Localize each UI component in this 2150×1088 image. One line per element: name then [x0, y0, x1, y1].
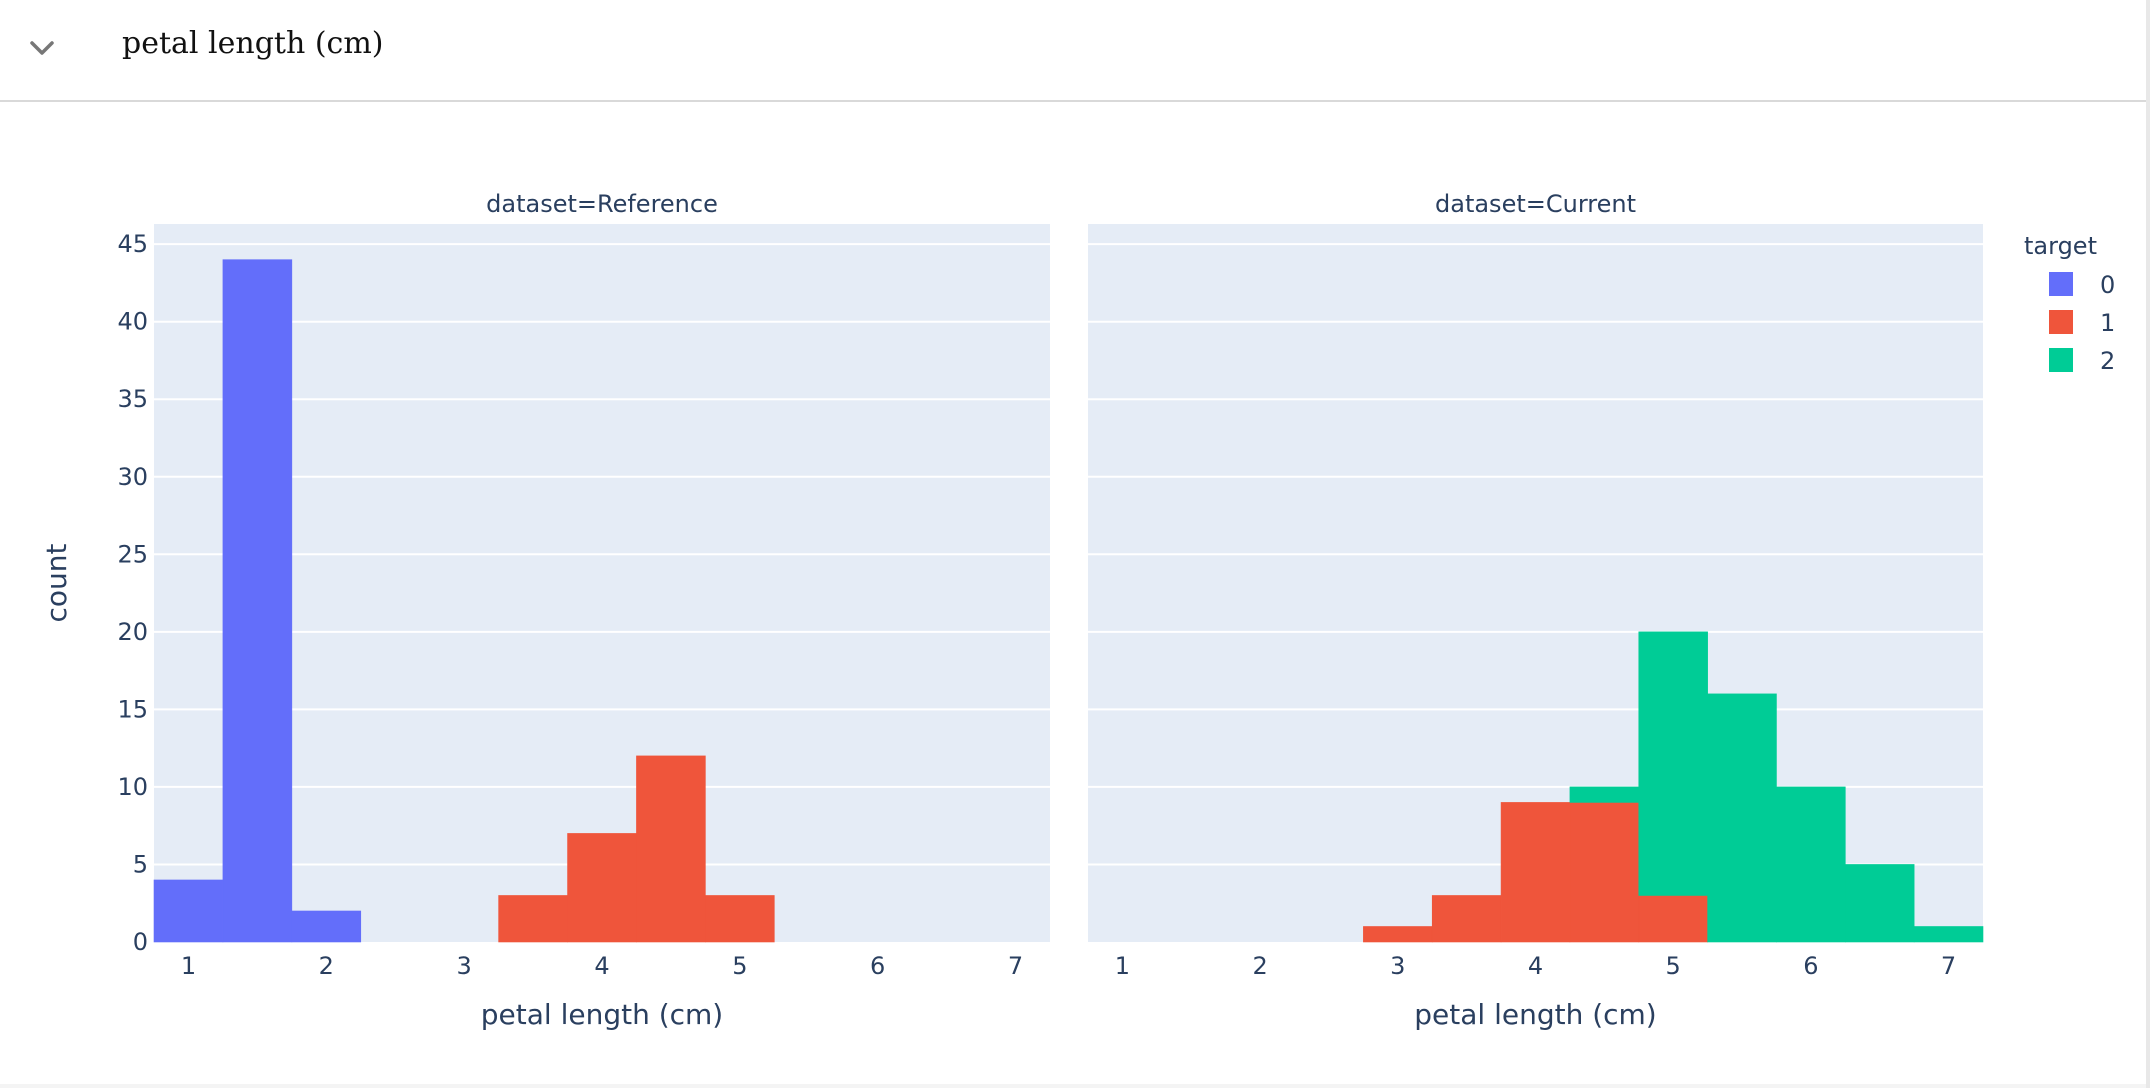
y-tick-label: 0: [133, 928, 148, 956]
x-tick-label: 2: [1252, 952, 1267, 980]
x-tick-label: 5: [1666, 952, 1681, 980]
section-header: petal length (cm): [0, 0, 2146, 102]
bar-target-1: [1431, 895, 1502, 943]
bar-target-2: [1707, 693, 1777, 943]
bar-target-2: [1845, 864, 1915, 943]
section-title: petal length (cm): [122, 26, 384, 61]
chevron-down-icon[interactable]: [24, 30, 60, 66]
bar-target-1: [1569, 802, 1640, 943]
legend-swatch-2: [2049, 348, 2073, 372]
bar-target-0: [222, 259, 293, 943]
x-tick-label: 7: [1008, 952, 1023, 980]
x-tick-label: 5: [732, 952, 747, 980]
bar-target-0: [153, 879, 224, 943]
bar-target-1: [1363, 926, 1433, 943]
facet-label: dataset=Reference: [486, 190, 718, 218]
bar-target-2: [1569, 786, 1640, 803]
legend-label-0: 0: [2100, 271, 2115, 299]
panel-border-bottom: [0, 1084, 2146, 1088]
x-tick-label: 1: [1115, 952, 1130, 980]
x-axis-label: petal length (cm): [481, 998, 723, 1031]
bar-target-0: [291, 910, 362, 943]
bar-target-1: [1500, 802, 1571, 943]
legend-title: target: [2024, 232, 2097, 260]
bar-target-2: [1913, 926, 1984, 943]
x-tick-label: 3: [457, 952, 472, 980]
x-axis-label: petal length (cm): [1414, 998, 1656, 1031]
bar-target-1: [498, 895, 568, 943]
bar-target-2: [1776, 786, 1846, 943]
bar-target-2: [1638, 631, 1708, 896]
x-tick-label: 6: [870, 952, 885, 980]
legend-label-1: 1: [2100, 309, 2115, 337]
x-tick-label: 4: [594, 952, 609, 980]
panel-border: [2146, 0, 2150, 1088]
legend-label-2: 2: [2100, 347, 2115, 375]
y-tick-label: 10: [117, 773, 148, 801]
y-tick-label: 45: [117, 230, 148, 258]
y-tick-label: 30: [117, 463, 148, 491]
y-tick-label: 5: [133, 850, 148, 878]
bar-target-1: [1638, 895, 1708, 943]
x-tick-label: 1: [181, 952, 196, 980]
bar-target-1: [636, 755, 706, 943]
bar-target-1: [705, 895, 775, 943]
facet-label: dataset=Current: [1435, 190, 1636, 218]
x-tick-label: 6: [1803, 952, 1818, 980]
y-tick-label: 15: [117, 695, 148, 723]
y-tick-label: 35: [117, 385, 148, 413]
x-tick-label: 2: [319, 952, 334, 980]
legend-swatch-1: [2049, 310, 2073, 334]
y-axis-label: count: [40, 543, 73, 622]
y-tick-label: 40: [117, 308, 148, 336]
legend-swatch-0: [2049, 272, 2073, 296]
x-tick-label: 3: [1390, 952, 1405, 980]
x-tick-label: 4: [1528, 952, 1543, 980]
x-tick-label: 7: [1941, 952, 1956, 980]
y-tick-label: 20: [117, 618, 148, 646]
plot-area-1: [154, 224, 1050, 942]
bar-target-1: [567, 833, 637, 943]
y-tick-label: 25: [117, 540, 148, 568]
